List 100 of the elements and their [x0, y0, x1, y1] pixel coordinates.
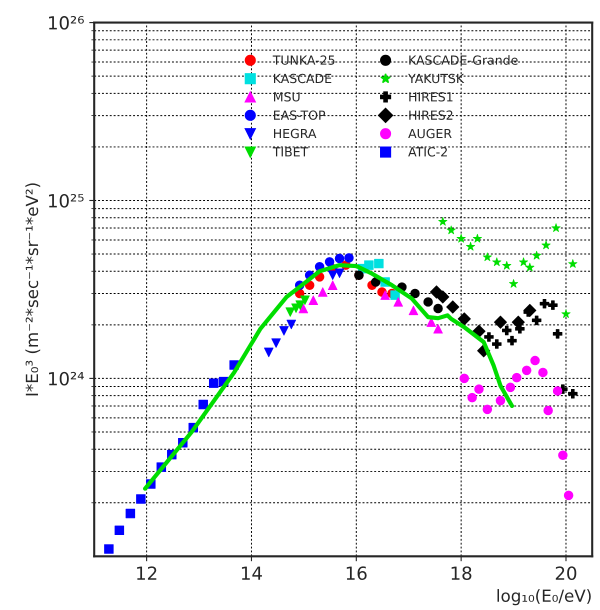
point — [298, 304, 308, 314]
point — [568, 259, 578, 268]
point — [542, 240, 551, 250]
y-tick-label: 10²⁶ — [49, 16, 84, 30]
point — [474, 384, 484, 394]
point — [380, 290, 390, 300]
point — [532, 316, 542, 326]
point — [512, 316, 525, 329]
point — [502, 326, 512, 336]
point — [540, 298, 550, 308]
point — [208, 378, 218, 388]
point — [324, 257, 334, 267]
legend-label: TIBET — [272, 147, 308, 156]
point — [364, 260, 374, 270]
point — [568, 388, 578, 398]
legend-label: HIRES1 — [409, 92, 452, 102]
point — [374, 258, 384, 268]
point — [482, 404, 492, 414]
point — [506, 382, 516, 392]
point — [482, 252, 492, 262]
x-tick-label: 14 — [242, 566, 262, 580]
point — [564, 490, 574, 500]
y-tick-label: 10²⁵ — [49, 194, 84, 208]
point — [552, 386, 562, 396]
point — [532, 250, 542, 260]
point — [538, 368, 548, 378]
point — [523, 304, 536, 317]
legend-label: HEGRA — [274, 128, 316, 138]
legend-label: MSU — [274, 92, 300, 102]
point — [492, 339, 502, 349]
point — [279, 326, 289, 336]
legend-label: AUGER — [408, 128, 452, 138]
point — [370, 277, 380, 287]
point — [509, 279, 518, 288]
x-tick-label: 20 — [556, 566, 576, 580]
point — [334, 254, 344, 264]
legend-label: YAKUTSK — [408, 74, 464, 84]
point — [519, 257, 528, 266]
legend-label: ATIC-2 — [408, 147, 447, 157]
x-axis-title: log₁₀(E₀/eV) — [498, 589, 591, 606]
point — [344, 253, 354, 263]
point — [438, 216, 448, 226]
legend-label: EAS-TOP — [274, 110, 326, 120]
point — [328, 270, 338, 280]
point — [512, 372, 522, 382]
x-tick-label: 12 — [137, 566, 156, 580]
point — [492, 257, 502, 266]
point — [114, 526, 124, 536]
legend-label: HIRES2 — [409, 110, 452, 120]
point — [264, 348, 274, 358]
legend-label: KASCADE — [274, 74, 332, 84]
point — [328, 280, 338, 290]
y-tick-label: 10²⁴ — [49, 372, 84, 386]
point — [410, 288, 420, 298]
point — [394, 297, 403, 307]
point — [198, 400, 208, 410]
point — [548, 300, 558, 310]
point — [295, 300, 305, 310]
point — [126, 508, 136, 518]
point — [136, 494, 146, 504]
point — [494, 316, 508, 329]
point — [472, 234, 482, 243]
point — [525, 262, 534, 272]
point — [446, 300, 460, 314]
point — [433, 304, 443, 314]
point — [558, 450, 568, 460]
point — [460, 374, 470, 384]
legend-label: KASCADE-Grande — [409, 55, 518, 65]
point — [552, 329, 562, 339]
point — [522, 366, 532, 376]
point — [334, 268, 344, 278]
point — [484, 332, 494, 342]
point — [104, 544, 114, 554]
point — [300, 295, 310, 305]
point — [466, 242, 476, 251]
point — [436, 290, 450, 304]
point — [458, 312, 471, 326]
point — [271, 338, 281, 348]
point — [318, 287, 328, 297]
point — [390, 290, 400, 300]
y-axis-title: I*E₀³ (m⁻²*sec⁻¹*sr⁻¹*eV²) — [25, 183, 40, 396]
point — [507, 336, 517, 346]
point — [433, 324, 443, 334]
point — [530, 356, 540, 366]
point — [308, 295, 318, 305]
point — [467, 392, 477, 402]
point — [423, 297, 433, 307]
point — [286, 320, 296, 330]
x-tick-label: 18 — [452, 566, 472, 580]
point — [502, 260, 512, 270]
x-tick-label: 16 — [346, 566, 367, 580]
line-series — [142, 263, 514, 491]
point — [456, 234, 466, 243]
point — [408, 306, 418, 316]
point — [561, 309, 571, 318]
legend-label: TUNKA-25 — [272, 55, 334, 65]
point — [552, 223, 561, 232]
point — [446, 226, 456, 234]
point — [496, 396, 506, 406]
point — [543, 406, 553, 416]
